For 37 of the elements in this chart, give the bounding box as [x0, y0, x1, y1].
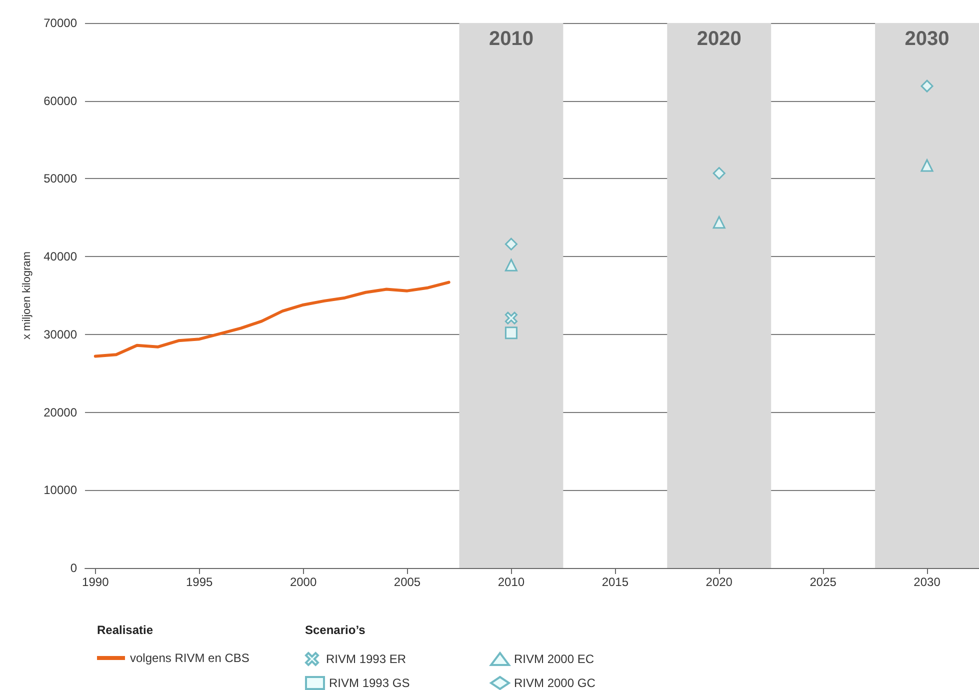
point: [504, 326, 518, 340]
legend-label: RIVM 1993 GS: [329, 676, 410, 690]
legend-label: RIVM 2000 GC: [514, 676, 596, 690]
x-tick-label: 2020: [706, 575, 733, 589]
x-tick-label: 2010: [498, 575, 525, 589]
y-tick-label: 10000: [44, 483, 78, 498]
line-series: [94, 280, 450, 358]
text: Realisatie: [97, 623, 154, 637]
y-tick-label: 30000: [44, 327, 78, 342]
x-tick-label: 2005: [394, 575, 421, 589]
point: [920, 80, 934, 92]
x-tick-label: 1990: [82, 575, 110, 589]
y-axis-title: x miljoen kilogram: [21, 251, 34, 340]
band-label: 2020: [696, 28, 742, 50]
x-tick-label: 1995: [186, 575, 214, 589]
legend-label: RIVM 2000 EC: [514, 652, 594, 666]
x-tick-label: 2025: [810, 575, 837, 589]
x-tick-label: 2000: [290, 575, 317, 589]
y-tick-label: 40000: [44, 250, 78, 264]
x-tick-label: 2015: [602, 575, 629, 589]
y-tick-label: 20000: [44, 405, 78, 420]
y-tick-label: 70000: [44, 16, 78, 30]
point: [504, 258, 518, 272]
point: [712, 167, 726, 180]
band-label: 2010: [488, 28, 534, 50]
y-tick-label: 60000: [44, 94, 78, 108]
x-tick-label: 2030: [914, 575, 941, 589]
legend-label: volgens RIVM en CBS: [130, 651, 250, 665]
band-label: 2030: [904, 28, 950, 50]
y-tick-label: 0: [70, 561, 78, 575]
point: [504, 312, 518, 324]
point: [712, 216, 726, 229]
point: [920, 159, 934, 172]
legend-title: Scenario’s: [305, 623, 366, 637]
legend-label: RIVM 1993 ER: [326, 652, 406, 666]
point: [504, 238, 518, 250]
y-tick-label: 50000: [44, 172, 78, 186]
